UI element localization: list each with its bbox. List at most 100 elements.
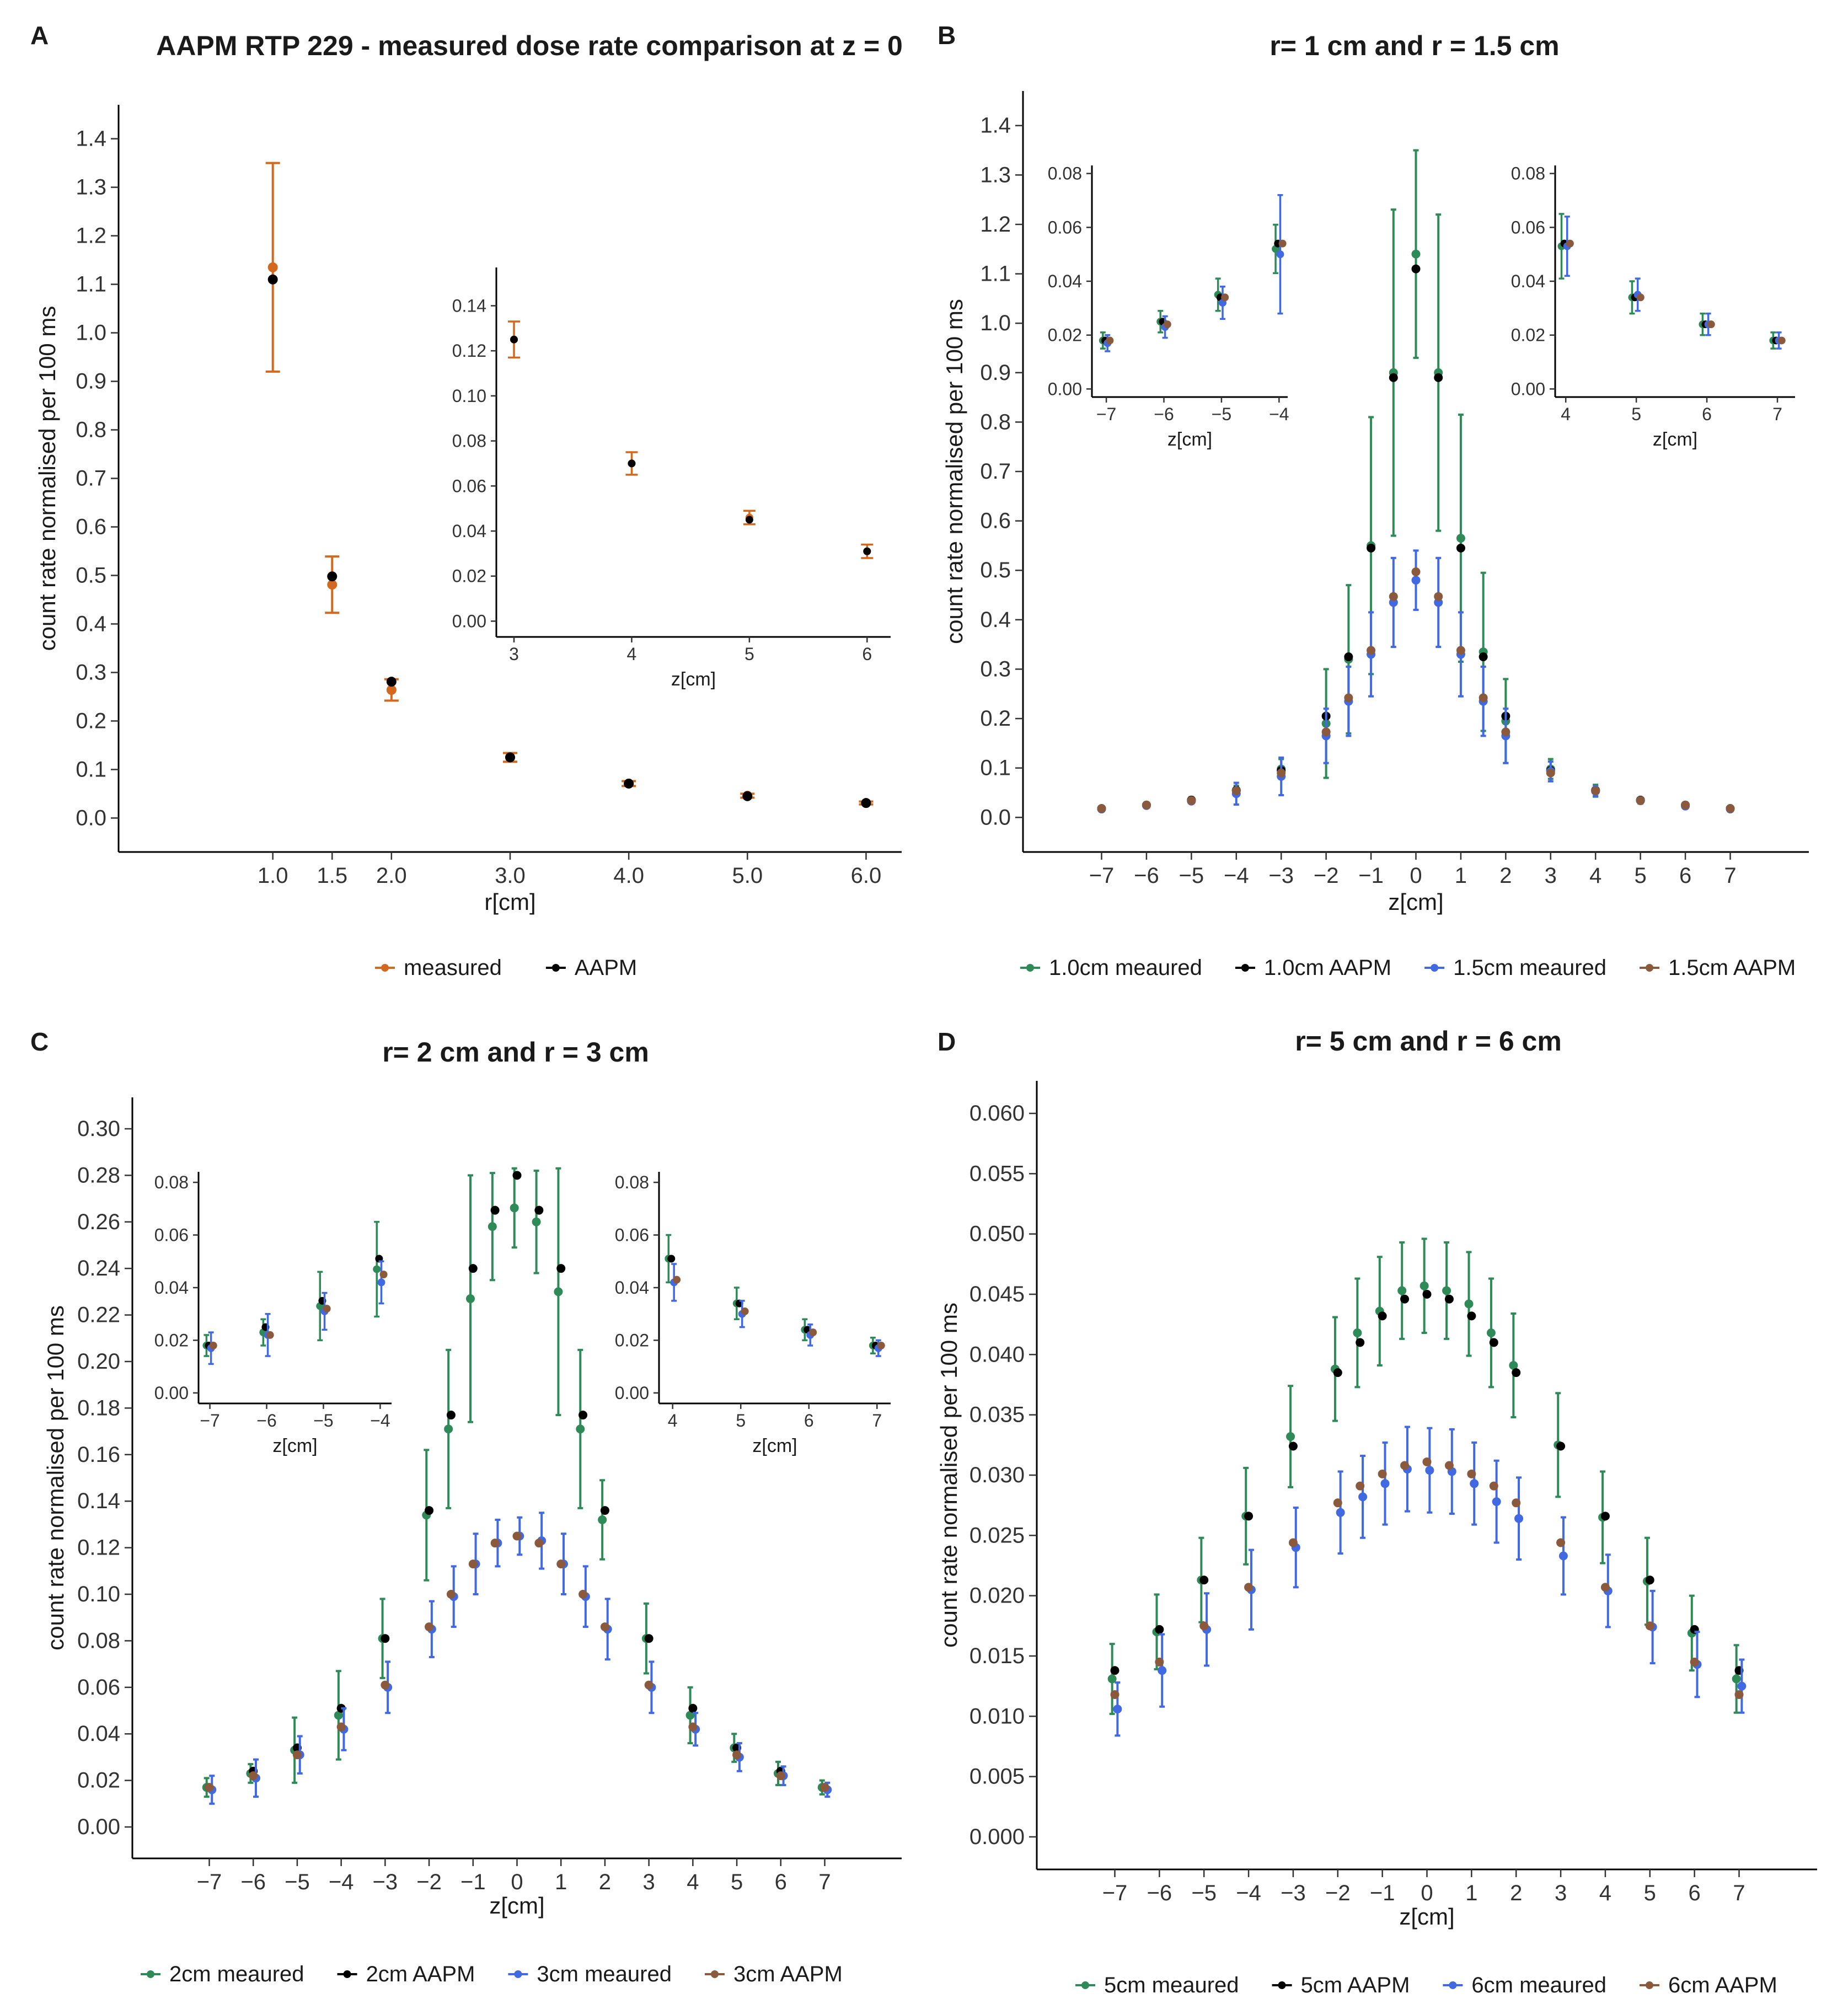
inset-y-tick-label: 0.08 — [1048, 164, 1082, 184]
main-data-points — [1097, 149, 1735, 814]
main-y-tick-label: 0.6 — [980, 509, 1011, 533]
main-y-tick-label: 0.1 — [76, 757, 106, 781]
main-y-tick-label: 1.2 — [980, 212, 1011, 237]
data-point — [1591, 786, 1600, 795]
data-point — [1732, 1674, 1741, 1684]
inset-y-tick-label: 0.04 — [1511, 271, 1545, 291]
inset-background — [1555, 160, 1796, 397]
y-axis-label: count rate normalised per 100 ms — [936, 1303, 962, 1648]
data-point — [556, 1264, 566, 1273]
main-y-tick-label: 0.025 — [969, 1523, 1025, 1547]
main-x-tick-label: 4.0 — [613, 864, 644, 888]
legend-swatch-point — [1241, 964, 1249, 972]
panel-a: A AAPM RTP 229 - measured dose rate compa… — [30, 21, 903, 980]
data-point — [1456, 543, 1465, 553]
data-point — [386, 685, 397, 695]
inset-x-tick-label: −4 — [1269, 404, 1289, 424]
data-point — [1333, 1368, 1342, 1378]
main-x-tick-label: −6 — [1134, 864, 1159, 888]
inset-y-tick-label: 0.02 — [1048, 325, 1082, 345]
legend-label: 1.0cm AAPM — [1264, 956, 1391, 980]
main-x-tick-label: 5 — [731, 1870, 743, 1894]
main-x-tick-label: 2 — [599, 1870, 611, 1894]
data-point — [1645, 1575, 1654, 1585]
data-point — [1645, 1621, 1654, 1631]
inset-x-tick-label: −7 — [200, 1411, 219, 1430]
data-point — [1142, 800, 1151, 810]
main-y-tick-label: 0.20 — [77, 1349, 120, 1374]
main-x-tick-label: 3 — [1555, 1881, 1567, 1905]
data-point — [1378, 1469, 1387, 1478]
data-point — [1389, 592, 1398, 601]
inset-y-tick-label: 0.00 — [452, 611, 486, 631]
data-point — [1600, 1583, 1610, 1592]
data-point — [1367, 646, 1376, 655]
main-x-tick-label: −4 — [329, 1870, 354, 1894]
inset-x-tick-label: −4 — [370, 1411, 390, 1430]
inset-x-tick-label: 4 — [668, 1411, 678, 1430]
legend-label: 1.5cm AAPM — [1668, 956, 1796, 980]
data-point — [534, 1205, 544, 1215]
inset-data-point — [673, 1276, 681, 1284]
main-x-tick-label: 1 — [1465, 1881, 1477, 1905]
data-point — [1726, 804, 1735, 813]
data-point — [505, 752, 515, 763]
data-point — [578, 1411, 588, 1420]
inset-data-point — [266, 1331, 274, 1339]
data-point — [386, 677, 397, 687]
data-point — [1420, 1281, 1429, 1290]
inset-x-tick-label: −6 — [1154, 404, 1174, 424]
main-y-tick-label: 0.3 — [76, 660, 106, 684]
data-point — [1277, 768, 1286, 778]
data-point — [1411, 567, 1421, 576]
data-point — [1456, 533, 1465, 543]
inset-y-tick-label: 0.10 — [452, 386, 486, 406]
data-point — [1467, 1311, 1476, 1321]
inset-y-tick-label: 0.06 — [615, 1225, 649, 1245]
data-point — [1489, 1481, 1498, 1491]
data-point — [466, 1294, 475, 1304]
main-x-tick-label: −5 — [1179, 864, 1204, 888]
inset-data-point — [1566, 239, 1574, 248]
chart-title: r= 2 cm and r = 3 cm — [382, 1037, 649, 1068]
data-point — [1444, 1461, 1454, 1470]
data-point — [425, 1622, 434, 1632]
inset-x-tick-label: 5 — [744, 644, 754, 664]
main-y-tick-label: 0.30 — [77, 1117, 120, 1141]
legend-swatch-point — [514, 1970, 522, 1978]
data-point — [267, 274, 278, 285]
data-point — [1546, 768, 1555, 778]
inset-y-tick-label: 0.02 — [452, 566, 486, 586]
legend-swatch-point — [1646, 964, 1654, 972]
data-point — [490, 1539, 500, 1548]
main-y-tick-label: 0.3 — [980, 657, 1011, 681]
inset-data-point — [1276, 250, 1284, 259]
chart-title: r= 5 cm and r = 6 cm — [1295, 1026, 1562, 1057]
main-x-tick-label: 1.0 — [258, 864, 288, 888]
legend: 1.0cm meaured 1.0cm AAPM 1.5cm meaured 1.5c… — [1020, 956, 1796, 980]
inset-background — [1091, 160, 1288, 397]
inset-x-tick-label: 6 — [804, 1411, 814, 1430]
data-point — [1486, 1328, 1496, 1337]
inset-x-tick-label: −5 — [1212, 404, 1231, 424]
main-x-tick-label: 2 — [1510, 1881, 1522, 1905]
legend-swatch-point — [551, 964, 560, 972]
main-data-points — [202, 1167, 832, 1805]
main-x-tick-label: −7 — [1089, 864, 1115, 888]
inset-y-tick-label: 0.02 — [154, 1330, 189, 1350]
x-axis-label: z[cm] — [1388, 889, 1443, 915]
main-x-tick-label: 0 — [511, 1870, 523, 1894]
data-point — [1422, 1290, 1432, 1299]
data-point — [1288, 1538, 1298, 1547]
main-x-tick-label: 0 — [1421, 1881, 1433, 1905]
data-point — [1356, 1338, 1365, 1347]
main-x-tick-label: 4 — [1599, 1881, 1611, 1905]
data-point — [1479, 693, 1488, 703]
main-y-tick-label: 0.10 — [77, 1582, 120, 1606]
inset-data-point — [741, 1307, 749, 1315]
inset-y-tick-label: 0.08 — [1511, 164, 1545, 184]
data-point — [1321, 727, 1331, 737]
data-point — [624, 778, 634, 789]
data-point — [1244, 1583, 1254, 1592]
